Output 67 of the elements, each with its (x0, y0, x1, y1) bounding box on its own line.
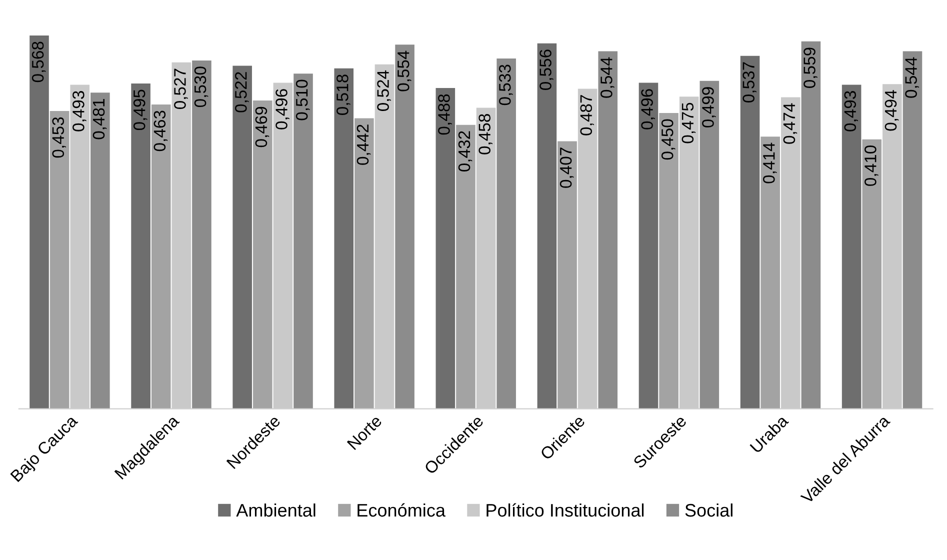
data-label: 0,410 (864, 146, 878, 186)
bar (90, 92, 110, 409)
bar (30, 35, 49, 409)
data-label: 0,544 (905, 57, 919, 98)
bar (252, 100, 272, 409)
bar (638, 82, 658, 409)
data-label: 0,487 (580, 95, 594, 136)
data-label: 0,475 (682, 102, 696, 144)
data-label: 0,530 (194, 66, 208, 108)
bar (436, 88, 456, 409)
data-label: 0,493 (844, 91, 858, 132)
bar (50, 111, 70, 409)
data-label: 0,510 (296, 80, 310, 120)
legend-label: Económica (358, 503, 446, 517)
bar (354, 118, 374, 409)
bar (456, 124, 476, 409)
legend-label: Ambiental (236, 503, 316, 517)
data-label: 0,469 (255, 106, 270, 148)
bar (537, 43, 557, 409)
data-label: 0,522 (235, 72, 249, 112)
data-label: 0,494 (884, 90, 899, 131)
bar (232, 66, 252, 409)
bar (801, 41, 821, 409)
bar (395, 44, 414, 409)
data-label: 0,518 (336, 74, 350, 115)
legend-label: Social (685, 503, 732, 517)
bar (760, 136, 780, 409)
bar (151, 104, 171, 409)
bar (496, 58, 516, 409)
legend-label: Político Institucional (486, 503, 644, 517)
data-label: 0,450 (661, 119, 676, 160)
bar (558, 141, 577, 409)
data-label: 0,495 (133, 90, 148, 130)
bar (192, 60, 212, 409)
data-label: 0,496 (641, 89, 655, 130)
data-label: 0,474 (783, 103, 798, 144)
data-label: 0,559 (804, 48, 818, 88)
bar (131, 83, 150, 409)
data-label: 0,556 (540, 50, 554, 90)
bar (862, 139, 882, 409)
data-label: 0,499 (702, 87, 716, 128)
bar (294, 74, 313, 409)
data-label: 0,458 (478, 114, 492, 154)
data-label: 0,414 (763, 142, 777, 184)
data-label: 0,493 (72, 91, 86, 132)
bar (334, 68, 354, 409)
bar (598, 51, 618, 409)
data-label: 0,527 (174, 68, 188, 110)
data-label: 0,537 (742, 62, 756, 102)
data-label: 0,524 (377, 70, 391, 111)
data-label: 0,533 (499, 64, 513, 106)
data-label: 0,453 (52, 117, 66, 158)
data-label: 0,442 (356, 124, 371, 165)
data-label: 0,481 (92, 99, 107, 140)
data-label: 0,488 (438, 94, 452, 135)
bar (902, 51, 922, 409)
data-label: 0,568 (32, 42, 46, 82)
bar (842, 84, 862, 409)
bar (740, 56, 760, 409)
bar (659, 113, 678, 409)
data-label: 0,544 (600, 57, 614, 98)
data-label: 0,407 (560, 148, 574, 188)
data-label: 0,554 (397, 50, 412, 92)
data-label: 0,496 (276, 89, 290, 130)
data-label: 0,463 (154, 110, 168, 152)
bar (700, 80, 720, 409)
data-label: 0,432 (458, 131, 472, 172)
